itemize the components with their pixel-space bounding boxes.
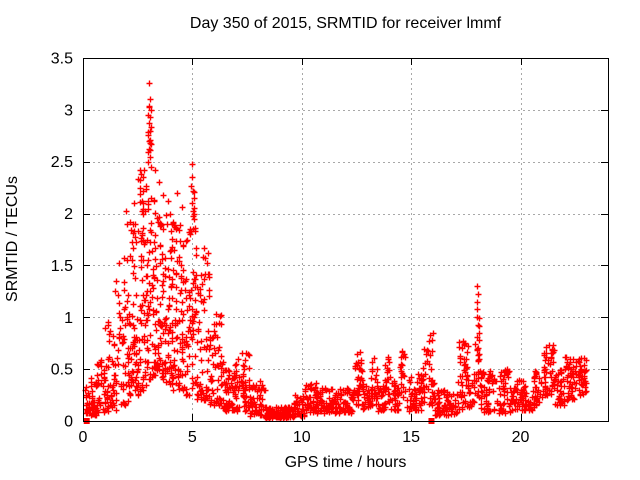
x-tick-label: 0 bbox=[79, 429, 88, 446]
y-tick-label: 3.5 bbox=[51, 51, 73, 68]
y-tick-label: 2.5 bbox=[51, 154, 73, 171]
y-tick-label: 2 bbox=[64, 206, 73, 223]
y-tick-label: 3 bbox=[64, 102, 73, 119]
x-tick-label: 20 bbox=[512, 429, 530, 446]
y-tick-label: 0 bbox=[64, 414, 73, 431]
y-tick-label: 0.5 bbox=[51, 362, 73, 379]
x-tick-label: 5 bbox=[188, 429, 197, 446]
chart-title: Day 350 of 2015, SRMTID for receiver lmm… bbox=[189, 15, 502, 32]
y-axis-label: SRMTID / TECUs bbox=[4, 176, 21, 302]
y-tick-label: 1.5 bbox=[51, 258, 73, 275]
x-axis-label: GPS time / hours bbox=[284, 454, 407, 471]
plot-frame bbox=[83, 58, 609, 422]
x-tick-label: 15 bbox=[402, 429, 420, 446]
y-tick-label: 1 bbox=[64, 310, 73, 327]
x-tick-label: 10 bbox=[293, 429, 311, 446]
scatter-points bbox=[82, 80, 590, 422]
